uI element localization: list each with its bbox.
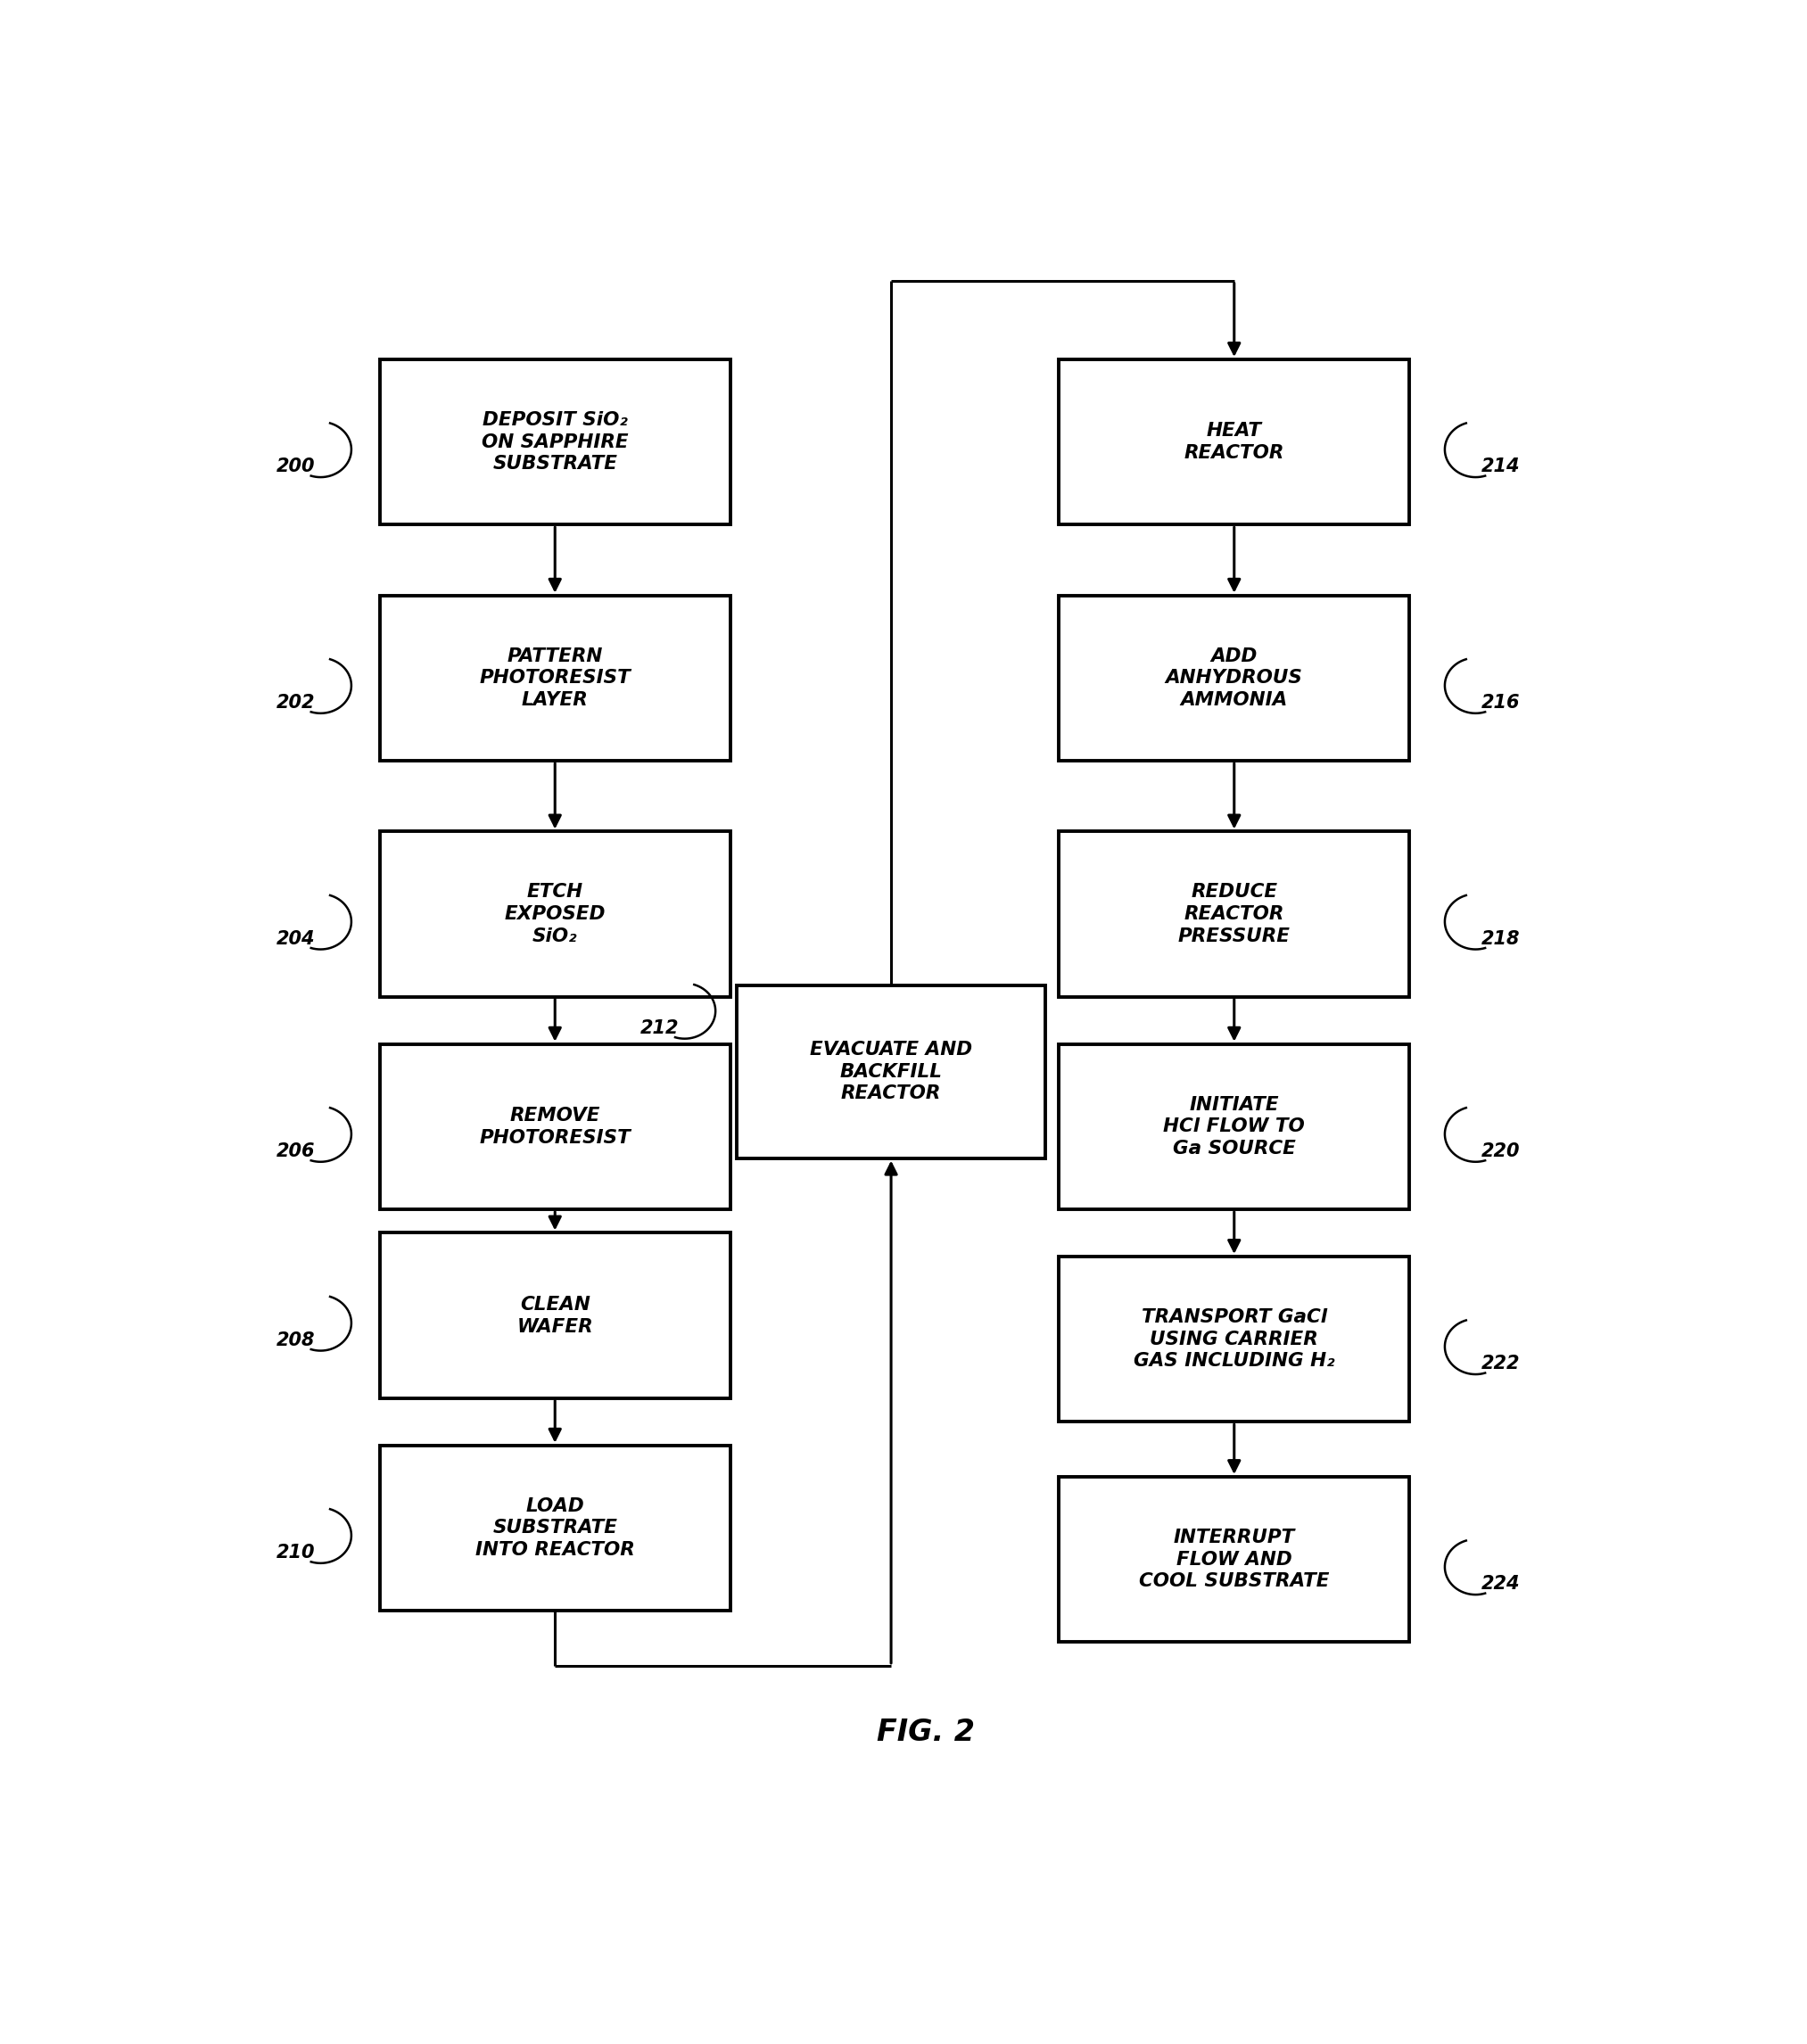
Text: REMOVE
PHOTORESIST: REMOVE PHOTORESIST <box>479 1106 631 1147</box>
Text: INITIATE
HCl FLOW TO
Ga SOURCE: INITIATE HCl FLOW TO Ga SOURCE <box>1164 1096 1305 1157</box>
Bar <box>1059 595 1409 760</box>
Bar <box>379 595 730 760</box>
Text: 200: 200 <box>276 458 314 476</box>
Bar <box>379 832 730 997</box>
Text: REDUCE
REACTOR
PRESSURE: REDUCE REACTOR PRESSURE <box>1178 883 1290 944</box>
Text: 220: 220 <box>1482 1143 1520 1161</box>
Text: CLEAN
WAFER: CLEAN WAFER <box>517 1296 593 1335</box>
Bar <box>1059 360 1409 525</box>
Text: 206: 206 <box>276 1143 314 1161</box>
Text: DEPOSIT SiO₂
ON SAPPHIRE
SUBSTRATE: DEPOSIT SiO₂ ON SAPPHIRE SUBSTRATE <box>481 411 629 472</box>
Text: PATTERN
PHOTORESIST
LAYER: PATTERN PHOTORESIST LAYER <box>479 648 631 709</box>
Text: INTERRUPT
FLOW AND
COOL SUBSTRATE: INTERRUPT FLOW AND COOL SUBSTRATE <box>1138 1529 1330 1590</box>
Text: 224: 224 <box>1482 1576 1520 1592</box>
Text: EVACUATE AND
BACKFILL
REACTOR: EVACUATE AND BACKFILL REACTOR <box>810 1040 972 1102</box>
Text: ETCH
EXPOSED
SiO₂: ETCH EXPOSED SiO₂ <box>504 883 605 944</box>
Bar <box>1059 1257 1409 1423</box>
Text: LOAD
SUBSTRATE
INTO REACTOR: LOAD SUBSTRATE INTO REACTOR <box>475 1496 634 1560</box>
Bar <box>379 360 730 525</box>
Text: 210: 210 <box>276 1543 314 1562</box>
Text: 202: 202 <box>276 695 314 711</box>
Bar <box>737 985 1044 1159</box>
Text: 212: 212 <box>641 1020 679 1036</box>
Bar <box>1059 1044 1409 1210</box>
Bar <box>379 1233 730 1398</box>
Bar <box>379 1044 730 1210</box>
Text: TRANSPORT GaCl
USING CARRIER
GAS INCLUDING H₂: TRANSPORT GaCl USING CARRIER GAS INCLUDI… <box>1133 1308 1335 1369</box>
Bar <box>1059 832 1409 997</box>
Text: 214: 214 <box>1482 458 1520 476</box>
Text: 204: 204 <box>276 930 314 948</box>
Text: HEAT
REACTOR: HEAT REACTOR <box>1184 421 1285 462</box>
Bar <box>379 1445 730 1611</box>
Text: 208: 208 <box>276 1331 314 1349</box>
Text: ADD
ANHYDROUS
AMMONIA: ADD ANHYDROUS AMMONIA <box>1166 648 1303 709</box>
Text: 218: 218 <box>1482 930 1520 948</box>
Bar <box>1059 1478 1409 1641</box>
Text: 216: 216 <box>1482 695 1520 711</box>
Text: FIG. 2: FIG. 2 <box>876 1717 976 1748</box>
Text: 222: 222 <box>1482 1355 1520 1374</box>
